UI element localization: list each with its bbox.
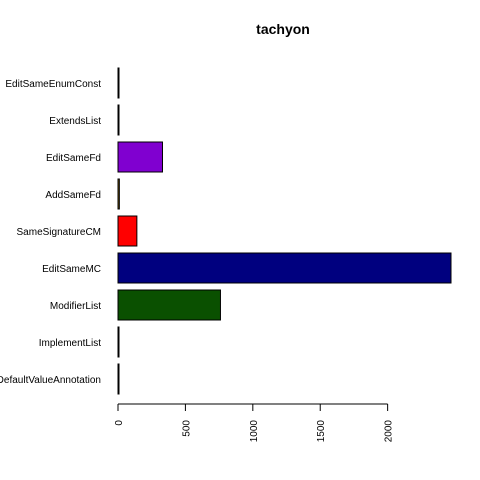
category-labels: EditSameEnumConst ExtendsList EditSameFd Ad… [0,79,101,386]
chart-title: tachyon [256,21,310,37]
x-axis: 0 500 1000 1500 2000 [114,403,395,443]
category-label-edit-same-fd: EditSameFd [46,153,101,164]
bar-same-signature-cm [117,215,138,247]
category-label-implement-list: ImplementList [39,338,101,349]
bar-edit-same-mc [117,252,452,284]
bar-add-same-fd [117,178,120,210]
bar-modifier-list [117,289,221,321]
category-label-add-same-fd: AddSameFd [45,190,101,201]
bar-edit-same-enum-const [117,67,120,99]
bar-default-value-annotation [117,363,120,395]
bars-group [117,67,452,395]
category-label-modifier-list: ModifierList [50,301,101,312]
category-label-default-value-annotation: DefaultValueAnnotation [0,375,101,386]
x-tick-label-500: 500 [181,420,192,437]
bar-extends-list [117,104,120,136]
x-tick-label-2000: 2000 [384,420,395,443]
x-tick-label-0: 0 [114,420,125,426]
bar-implement-list [117,326,120,358]
category-label-edit-same-enum-const: EditSameEnumConst [5,79,101,90]
bar-edit-same-fd [117,141,163,173]
category-label-edit-same-mc: EditSameMC [42,264,101,275]
x-tick-label-1500: 1500 [316,420,327,443]
category-label-extends-list: ExtendsList [49,116,101,127]
x-tick-label-1000: 1000 [249,420,260,443]
category-label-same-signature-cm: SameSignatureCM [17,227,101,238]
